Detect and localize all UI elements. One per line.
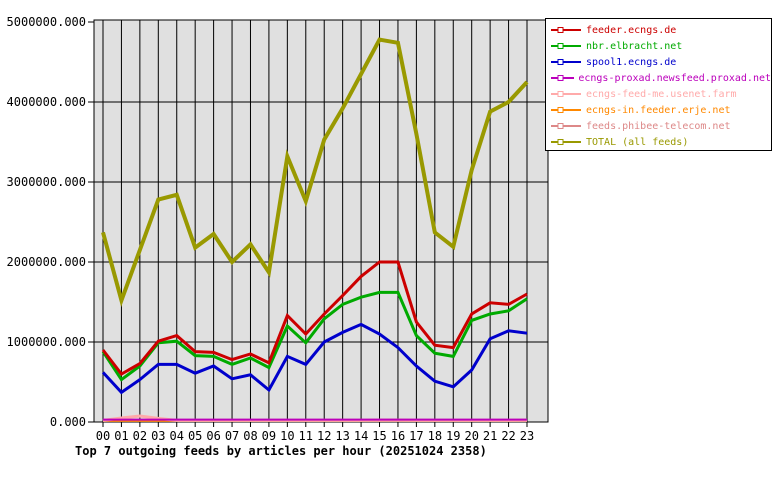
legend-label: nbr.elbracht.net <box>586 40 683 52</box>
x-tick-label: 00 <box>96 429 110 443</box>
y-tick-label: 0.000 <box>50 415 86 429</box>
x-tick-label: 18 <box>428 429 442 443</box>
plot-area <box>94 20 548 422</box>
legend-marker-square <box>557 107 564 113</box>
legend-item: ecngs-feed-me.usenet.farm <box>550 86 771 102</box>
legend-line-sample <box>551 59 581 65</box>
x-tick-label: 08 <box>243 429 257 443</box>
legend-marker-square <box>557 123 564 129</box>
legend-item: ecngs-proxad.newsfeed.proxad.net <box>550 70 771 86</box>
legend-marker-square <box>557 139 564 145</box>
x-tick-label: 03 <box>151 429 165 443</box>
x-tick-label: 06 <box>206 429 220 443</box>
x-tick-label: 05 <box>188 429 202 443</box>
series-line-TOTAL (all feeds) <box>101 37 529 307</box>
x-tick-label: 13 <box>335 429 349 443</box>
x-tick-label: 12 <box>317 429 331 443</box>
legend-label: ecngs-feed-me.usenet.farm <box>586 88 737 100</box>
legend-item: ecngs-in.feeder.erje.net <box>550 102 771 118</box>
x-tick-label: 04 <box>170 429 184 443</box>
x-tick-label: 14 <box>354 429 368 443</box>
legend-item: feeder.ecngs.de <box>550 22 771 38</box>
plot-frame <box>93 19 549 423</box>
legend-label: TOTAL (all feeds) <box>586 136 689 148</box>
x-tick-label: 21 <box>483 429 497 443</box>
legend-label: feeds.phibee-telecom.net <box>586 120 731 132</box>
legend-line-sample <box>551 107 581 113</box>
x-tick-label: 10 <box>280 429 294 443</box>
chart-title: Top 7 outgoing feeds by articles per hou… <box>75 444 487 458</box>
x-tick-label: 11 <box>299 429 313 443</box>
series-line-feeder.ecngs.de <box>101 260 528 376</box>
x-tick-label: 07 <box>225 429 239 443</box>
legend-marker-square <box>557 27 564 33</box>
legend-label: ecngs-in.feeder.erje.net <box>586 104 731 116</box>
legend-marker-square <box>557 91 564 97</box>
series-line-nbr.elbracht.net <box>101 290 528 382</box>
x-tick-label: 22 <box>501 429 515 443</box>
x-tick-label: 09 <box>262 429 276 443</box>
legend-label: spool1.ecngs.de <box>586 56 677 68</box>
legend-line-sample <box>551 91 581 97</box>
legend-line-sample <box>551 27 581 33</box>
x-tick-label: 17 <box>409 429 423 443</box>
legend-label: ecngs-proxad.newsfeed.proxad.net <box>578 72 771 84</box>
y-tick-label: 2000000.000 <box>7 255 86 269</box>
legend-line-sample <box>551 75 575 81</box>
legend: feeder.ecngs.de nbr.elbracht.net spool1.ec… <box>545 18 772 151</box>
x-tick-label: 19 <box>446 429 460 443</box>
y-tick-label: 3000000.000 <box>7 175 86 189</box>
x-tick-label: 15 <box>372 429 386 443</box>
legend-item: nbr.elbracht.net <box>550 38 771 54</box>
y-tick-label: 4000000.000 <box>7 95 86 109</box>
x-tick-label: 02 <box>133 429 147 443</box>
legend-label: feeder.ecngs.de <box>586 24 677 36</box>
y-tick-label: 5000000.000 <box>7 15 86 29</box>
legend-line-sample <box>551 123 581 129</box>
x-tick-label: 16 <box>391 429 405 443</box>
x-tick-label: 01 <box>114 429 128 443</box>
y-tick-label: 1000000.000 <box>7 335 86 349</box>
legend-marker-square <box>557 75 564 81</box>
legend-line-sample <box>551 139 581 145</box>
legend-item: feeds.phibee-telecom.net <box>550 118 771 134</box>
legend-line-sample <box>551 43 581 49</box>
x-tick-label: 23 <box>520 429 534 443</box>
legend-marker-square <box>557 43 564 49</box>
legend-marker-square <box>557 59 564 65</box>
x-tick-label: 20 <box>464 429 478 443</box>
series-line-spool1.ecngs.de <box>101 322 528 395</box>
legend-item: spool1.ecngs.de <box>550 54 771 70</box>
legend-item: TOTAL (all feeds) <box>550 134 771 150</box>
